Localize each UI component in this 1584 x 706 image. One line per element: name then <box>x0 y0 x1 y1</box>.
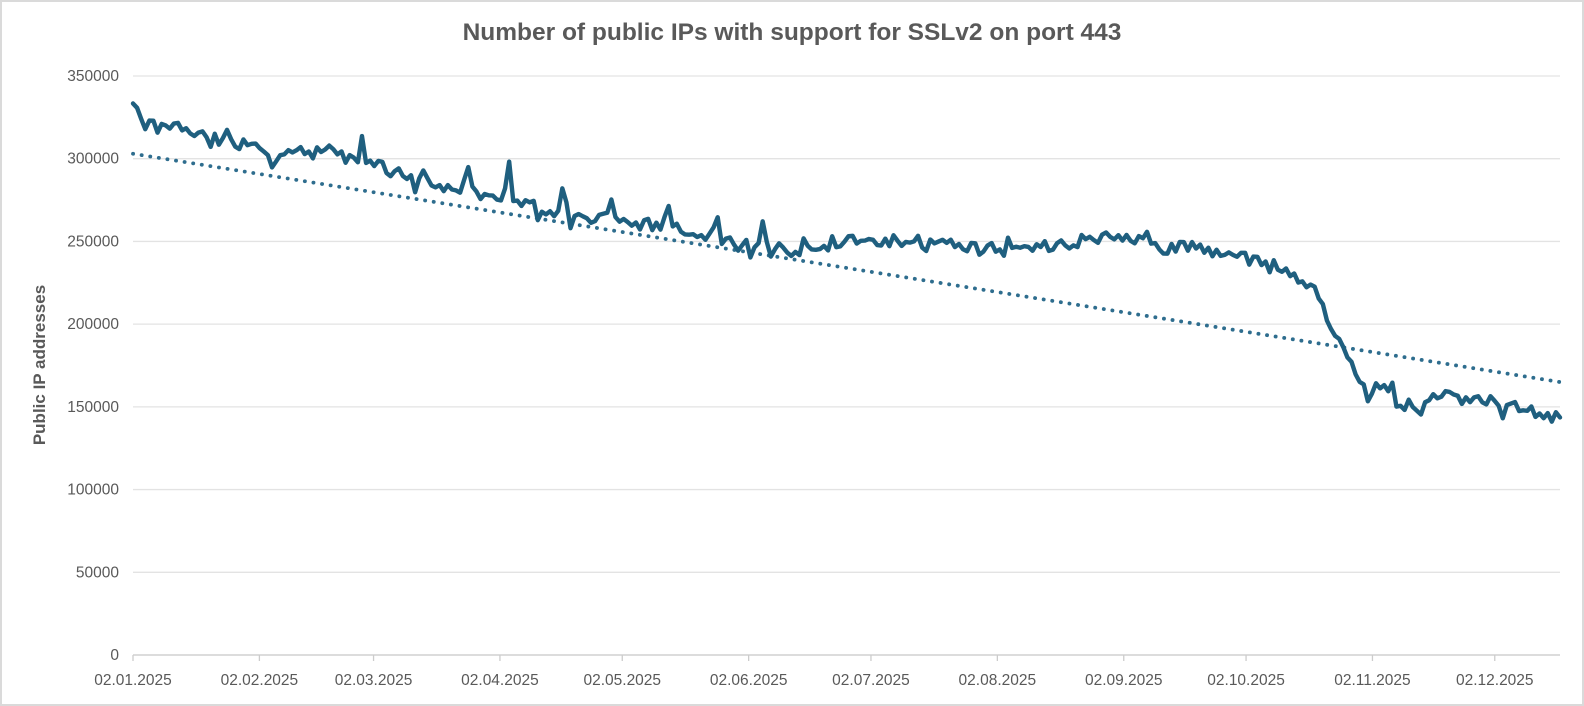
svg-text:50000: 50000 <box>76 564 119 581</box>
svg-text:02.11.2025: 02.11.2025 <box>1334 672 1410 689</box>
svg-text:300000: 300000 <box>67 151 119 168</box>
svg-text:02.05.2025: 02.05.2025 <box>583 672 661 689</box>
svg-text:02.09.2025: 02.09.2025 <box>1085 672 1163 689</box>
svg-text:150000: 150000 <box>67 399 119 416</box>
svg-text:02.07.2025: 02.07.2025 <box>832 672 910 689</box>
svg-text:250000: 250000 <box>67 233 119 250</box>
svg-text:0: 0 <box>110 647 119 664</box>
svg-text:350000: 350000 <box>67 68 119 85</box>
svg-text:02.01.2025: 02.01.2025 <box>94 672 172 689</box>
svg-text:200000: 200000 <box>67 316 119 333</box>
svg-text:02.10.2025: 02.10.2025 <box>1207 672 1285 689</box>
svg-text:02.12.2025: 02.12.2025 <box>1456 672 1534 689</box>
svg-text:02.03.2025: 02.03.2025 <box>335 672 413 689</box>
svg-text:02.04.2025: 02.04.2025 <box>461 672 539 689</box>
svg-text:02.06.2025: 02.06.2025 <box>710 672 788 689</box>
svg-text:02.02.2025: 02.02.2025 <box>221 672 299 689</box>
svg-text:100000: 100000 <box>67 482 119 499</box>
svg-text:02.08.2025: 02.08.2025 <box>959 672 1037 689</box>
